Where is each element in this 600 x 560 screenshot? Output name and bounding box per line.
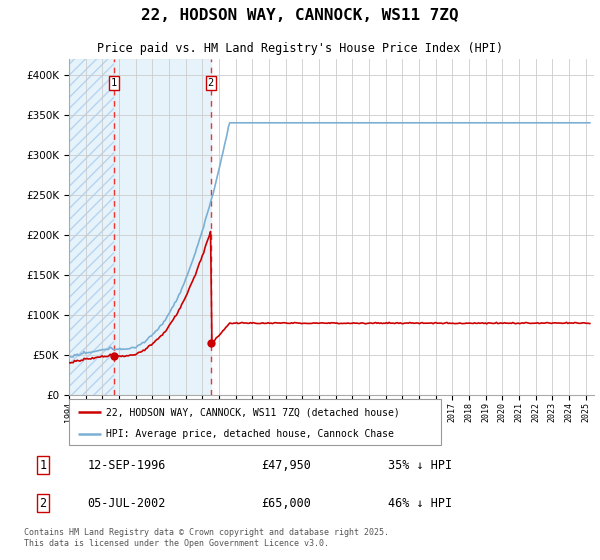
FancyBboxPatch shape bbox=[69, 399, 441, 445]
Text: 05-JUL-2002: 05-JUL-2002 bbox=[88, 497, 166, 510]
Bar bbox=[114, 59, 211, 395]
Text: 12-SEP-1996: 12-SEP-1996 bbox=[88, 459, 166, 472]
Bar bbox=[69, 59, 114, 395]
Text: 46% ↓ HPI: 46% ↓ HPI bbox=[388, 497, 452, 510]
Bar bbox=[69, 59, 114, 395]
Text: HPI: Average price, detached house, Cannock Chase: HPI: Average price, detached house, Cann… bbox=[106, 429, 394, 438]
Text: 22, HODSON WAY, CANNOCK, WS11 7ZQ (detached house): 22, HODSON WAY, CANNOCK, WS11 7ZQ (detac… bbox=[106, 407, 400, 417]
Text: 1: 1 bbox=[111, 78, 117, 88]
Text: 1: 1 bbox=[39, 459, 46, 472]
Text: Price paid vs. HM Land Registry's House Price Index (HPI): Price paid vs. HM Land Registry's House … bbox=[97, 42, 503, 55]
Text: Contains HM Land Registry data © Crown copyright and database right 2025.
This d: Contains HM Land Registry data © Crown c… bbox=[24, 529, 389, 548]
Text: £47,950: £47,950 bbox=[262, 459, 311, 472]
Text: £65,000: £65,000 bbox=[262, 497, 311, 510]
Text: 2: 2 bbox=[39, 497, 46, 510]
Text: 22, HODSON WAY, CANNOCK, WS11 7ZQ: 22, HODSON WAY, CANNOCK, WS11 7ZQ bbox=[141, 8, 459, 24]
Text: 2: 2 bbox=[208, 78, 214, 88]
Text: 35% ↓ HPI: 35% ↓ HPI bbox=[388, 459, 452, 472]
